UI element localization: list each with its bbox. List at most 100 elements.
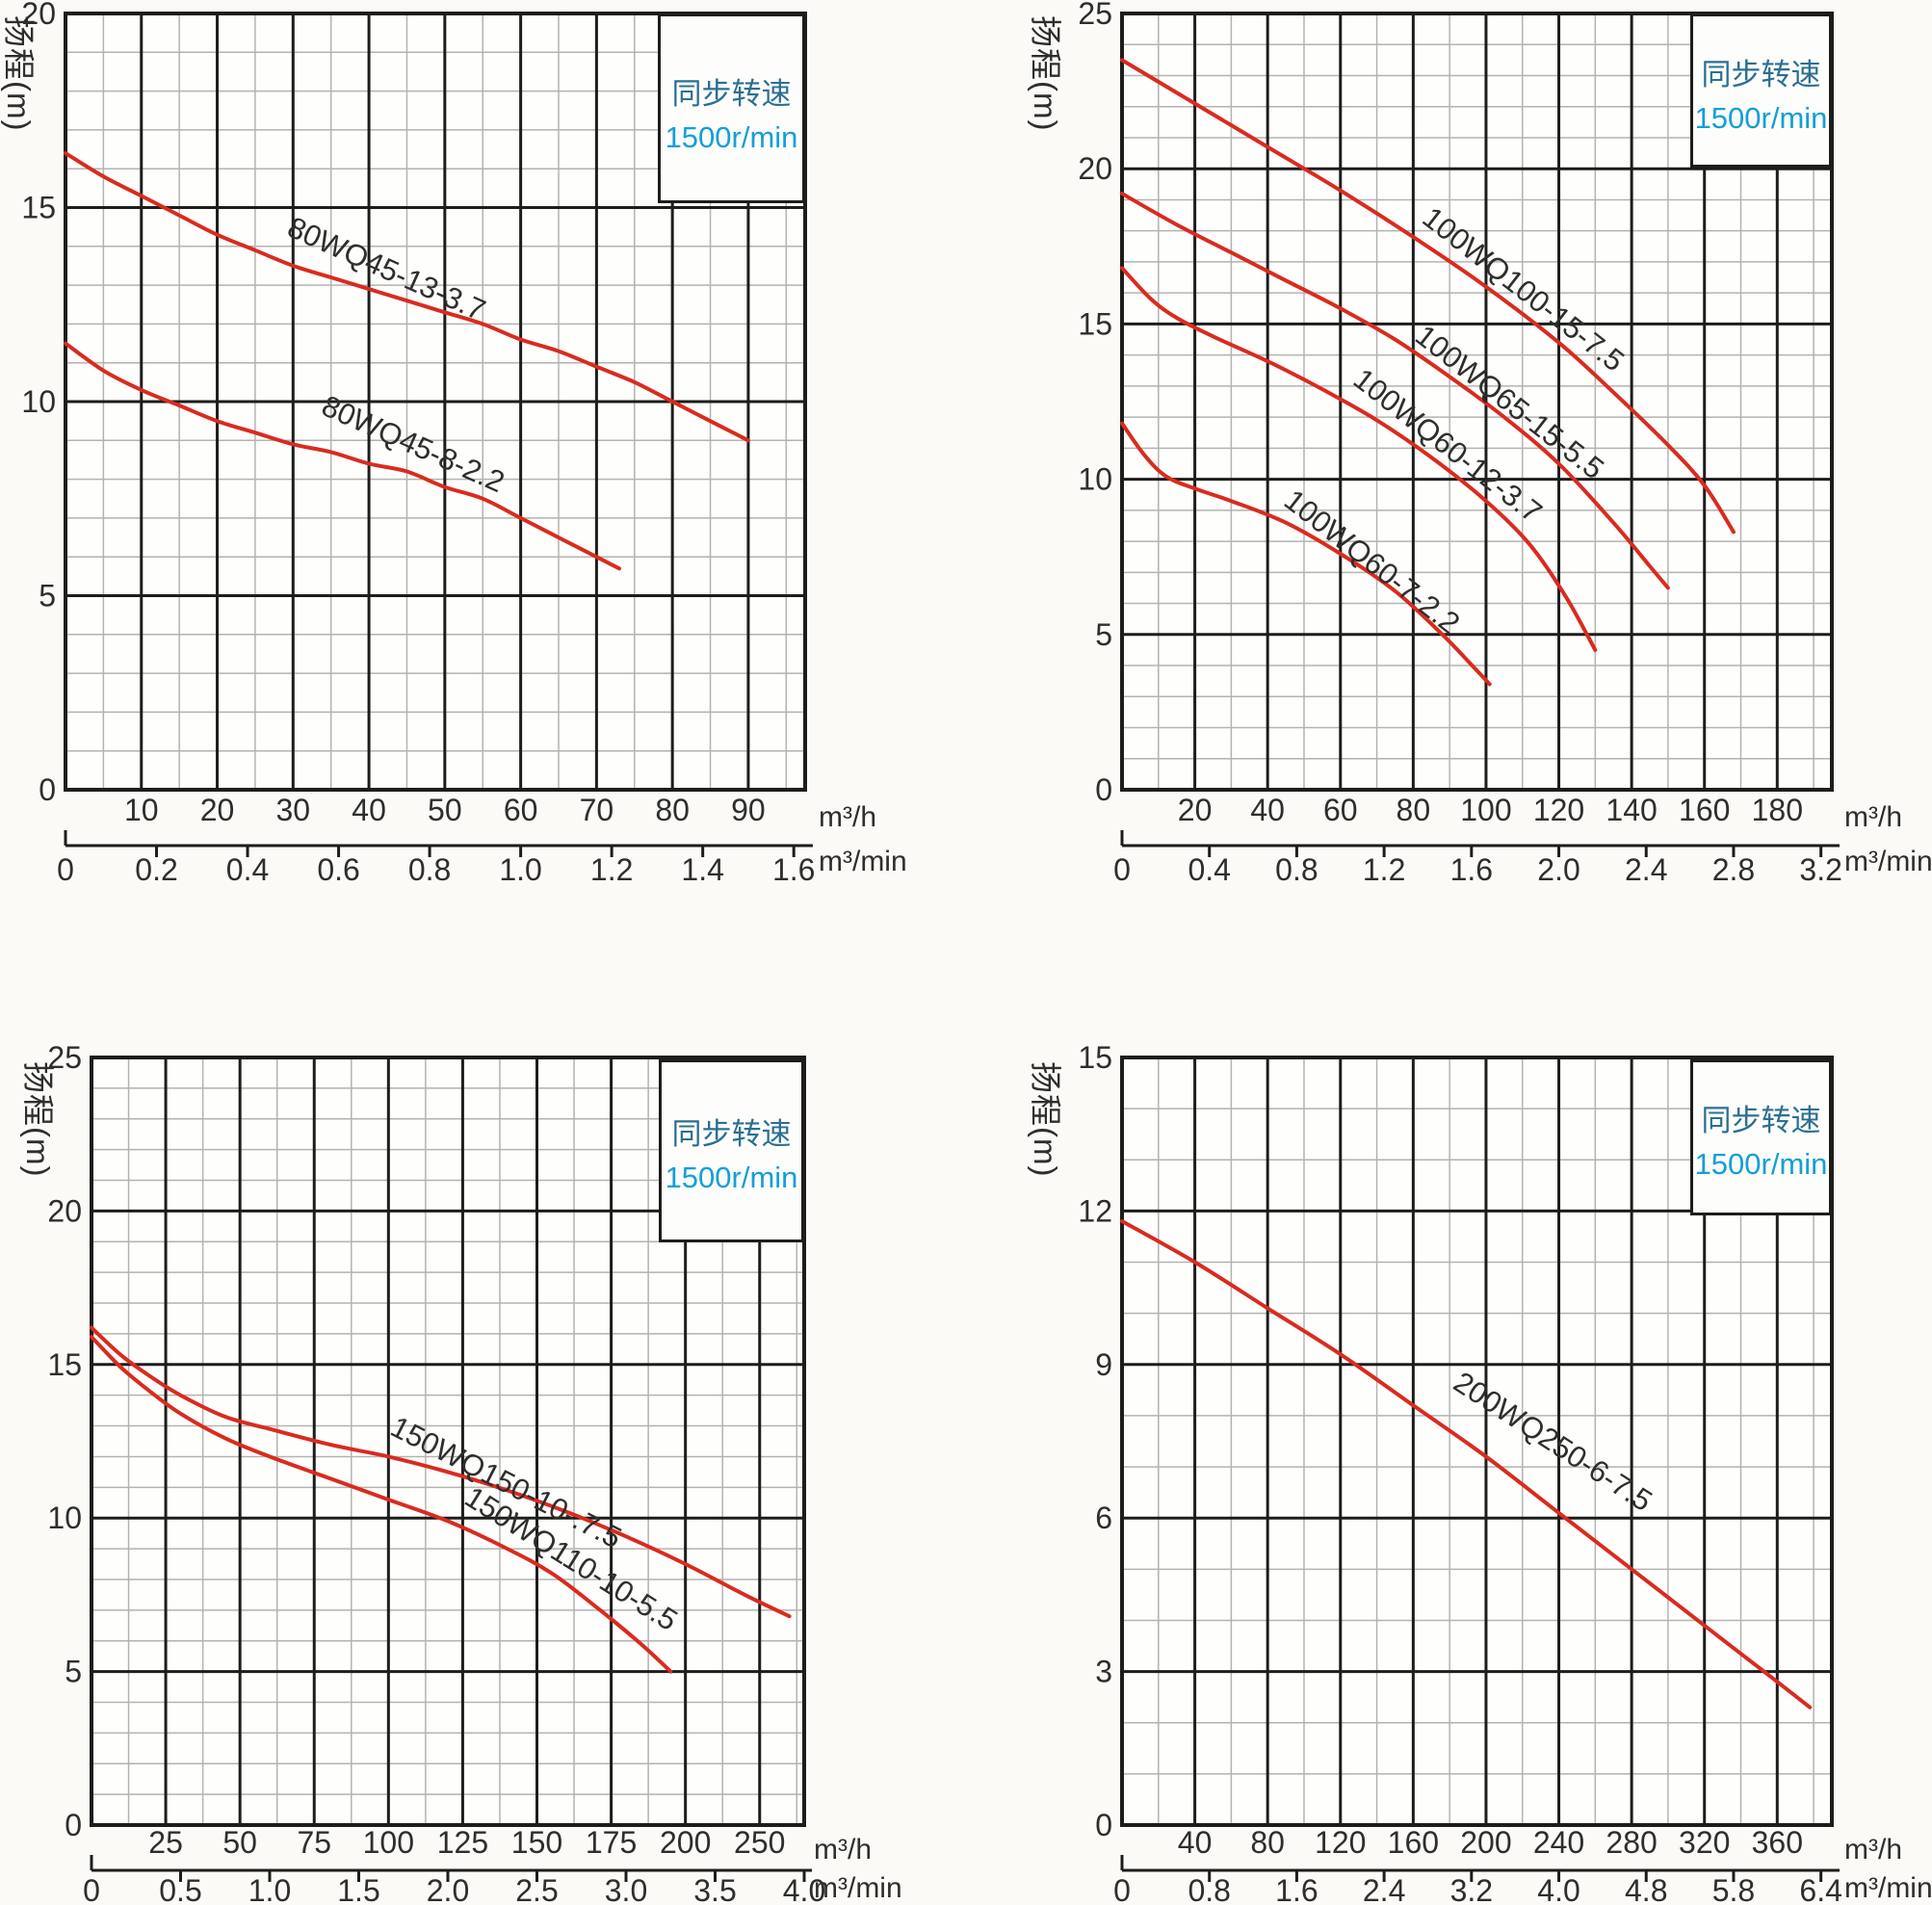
- x2-tick-label: 1.6: [772, 852, 815, 887]
- plot-border: [64, 12, 807, 792]
- x2-tick-label: 0: [83, 1873, 100, 1903]
- curve-100WQ60-7-2.2: [1120, 421, 1492, 687]
- pump-chart-3: 0 5 10 15 20 25 25 50 75 100 125 150 175 200 250 0 0.5 1.…: [47, 1040, 825, 1903]
- y-tick-label: 10: [1078, 462, 1112, 497]
- y-tick-label: 10: [47, 1501, 82, 1535]
- curve-150WQ150-10-.7.5: [90, 1325, 792, 1619]
- x2-tick-label: 2.8: [1712, 852, 1755, 887]
- x2-tick-label: 0: [57, 852, 74, 887]
- x2-tick-label: 1.0: [499, 852, 541, 887]
- curve-150WQ110-10-5.5: [90, 1335, 673, 1674]
- legend-box: 同步转速 1500r/min: [658, 13, 805, 203]
- x-tick-label: 250: [734, 1825, 785, 1860]
- flow-unit-m3h-label: m³/h: [1844, 801, 1902, 833]
- x2-tick-label: 1.4: [681, 852, 723, 887]
- curve-100WQ100-15-7.5: [1120, 58, 1736, 535]
- x2-tick-label: 0.5: [159, 1873, 201, 1903]
- x2-tick-label: 3.5: [693, 1873, 736, 1903]
- x-tick-label: 10: [124, 793, 159, 827]
- x2-tick-label: 3.2: [1799, 852, 1841, 887]
- y-tick-label: 10: [21, 384, 56, 419]
- legend-box: 同步转速 1500r/min: [1690, 13, 1832, 168]
- x2-tick-label: 2.5: [515, 1873, 558, 1903]
- x2-tick-label: 1.6: [1450, 852, 1493, 887]
- x-tick-label: 140: [1606, 793, 1657, 827]
- x2-tick-label: 4.0: [1537, 1873, 1580, 1903]
- x2-tick-label: 0.8: [1188, 1873, 1230, 1903]
- y-tick-label: 20: [47, 1193, 82, 1228]
- x-tick-label: 120: [1533, 793, 1584, 827]
- x2-tick-label: 0: [1113, 852, 1131, 887]
- x-tick-label: 40: [1178, 1825, 1213, 1860]
- x2-tick-label: 2.0: [1537, 852, 1580, 887]
- y-tick-label: 5: [39, 579, 56, 613]
- curve-80WQ45-8-2.2: [64, 341, 621, 571]
- y-tick-label: 9: [1095, 1347, 1112, 1382]
- y-tick-label: 5: [1095, 617, 1112, 652]
- x-tick-label: 360: [1752, 1825, 1803, 1860]
- x-tick-label: 160: [1679, 793, 1730, 827]
- legend-rpm-value: 1500r/min: [665, 120, 798, 154]
- y-tick-label: 0: [1095, 1808, 1112, 1842]
- y-tick-label: 15: [1078, 1040, 1112, 1075]
- x2-tick-label: 2.0: [427, 1873, 469, 1903]
- x2-tick-label: 4.8: [1625, 1873, 1667, 1903]
- curve-100WQ65-15-5.5: [1120, 191, 1670, 590]
- x2-tick-label: 1.2: [1363, 852, 1405, 887]
- flow-unit-m3min-label: m³/min: [1844, 1872, 1932, 1904]
- y-tick-label: 0: [65, 1808, 82, 1842]
- x-tick-label: 320: [1679, 1825, 1730, 1860]
- plot-border: [90, 1056, 806, 1827]
- legend-box: 同步转速 1500r/min: [1690, 1059, 1832, 1215]
- legend-speed-label: 同步转速: [1701, 58, 1821, 91]
- x2-tick-label: 2.4: [1625, 852, 1667, 887]
- x2-tick-label: 0.6: [317, 852, 359, 887]
- y-axis-title: 扬程(m): [20, 1061, 56, 1178]
- curve-200WQ250-6-7.5: [1120, 1219, 1813, 1709]
- x-tick-label: 100: [1460, 793, 1511, 827]
- curve-80WQ45-13-3.7: [64, 151, 750, 443]
- y-axis-title: 扬程(m): [1028, 1061, 1063, 1178]
- plot-border: [1120, 1056, 1834, 1827]
- flow-unit-m3min-label: m³/min: [1844, 846, 1932, 877]
- x2-tick-label: 3.2: [1450, 1873, 1493, 1903]
- x2-tick-label: 6.4: [1799, 1873, 1841, 1903]
- x2-tick-label: 0.4: [1188, 852, 1230, 887]
- x-tick-label: 180: [1752, 793, 1803, 827]
- y-tick-label: 25: [1078, 0, 1112, 31]
- x-tick-label: 90: [731, 793, 766, 827]
- x2-tick-label: 0: [1113, 1873, 1131, 1903]
- pump-chart-4: 0 3 6 9 12 15 40 80 120 160 200 240 280 320 360 0 0.8 1.6…: [1078, 1040, 1841, 1903]
- y-tick-label: 0: [39, 772, 56, 807]
- x-tick-label: 30: [276, 793, 311, 827]
- x-tick-label: 60: [504, 793, 538, 827]
- y-tick-label: 20: [1078, 151, 1112, 186]
- flow-unit-m3h-label: m³/h: [814, 1834, 872, 1866]
- y-tick-label: 5: [65, 1655, 82, 1689]
- y-tick-label: 25: [47, 1040, 82, 1075]
- legend-rpm-value: 1500r/min: [665, 1161, 798, 1194]
- x-tick-label: 50: [428, 793, 462, 827]
- y-tick-label: 6: [1095, 1501, 1112, 1535]
- x-tick-label: 40: [1250, 793, 1285, 827]
- x2-tick-label: 0.2: [135, 852, 177, 887]
- x2-tick-label: 1.2: [590, 852, 633, 887]
- x2-tick-label: 1.0: [248, 1873, 291, 1903]
- x2-tick-label: 5.8: [1712, 1873, 1755, 1903]
- y-tick-label: 3: [1095, 1655, 1112, 1689]
- legend-speed-label: 同步转速: [1701, 1104, 1821, 1137]
- legend-rpm-value: 1500r/min: [1694, 101, 1828, 135]
- x-tick-label: 240: [1533, 1825, 1584, 1860]
- x-tick-label: 200: [660, 1825, 711, 1860]
- y-tick-label: 15: [47, 1347, 82, 1382]
- y-tick-label: 0: [1095, 772, 1112, 807]
- legend-box: 同步转速 1500r/min: [659, 1059, 804, 1242]
- x-tick-label: 175: [586, 1825, 637, 1860]
- x2-tick-label: 1.5: [337, 1873, 379, 1903]
- y-tick-label: 20: [21, 0, 56, 31]
- x-tick-label: 25: [148, 1825, 183, 1860]
- x-tick-label: 40: [352, 793, 386, 827]
- x-tick-label: 75: [297, 1825, 331, 1860]
- legend-speed-label: 同步转速: [671, 77, 792, 111]
- legend-speed-label: 同步转速: [671, 1117, 792, 1151]
